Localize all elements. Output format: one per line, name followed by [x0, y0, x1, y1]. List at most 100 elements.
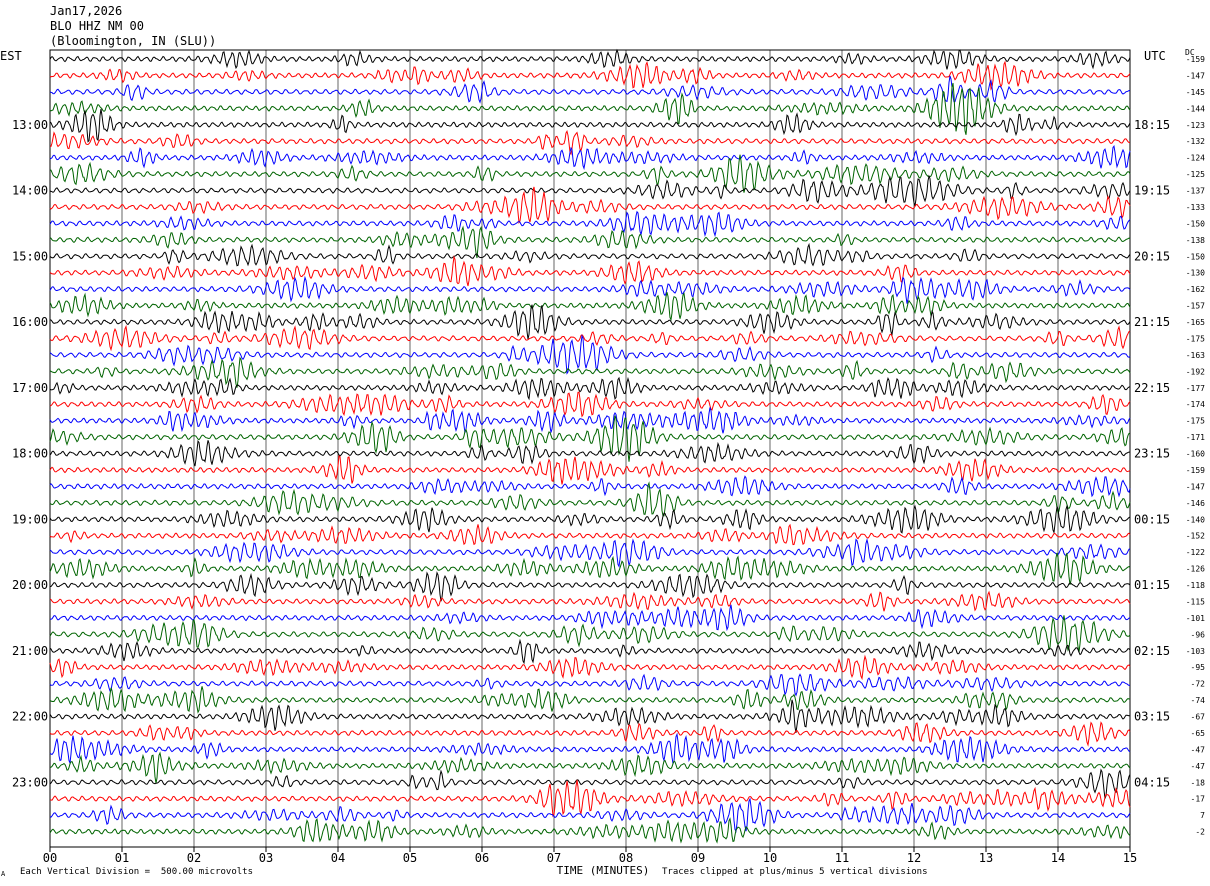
est-hour-label: 20:00	[12, 578, 48, 592]
trace-31	[49, 537, 1131, 568]
x-tick-label: 00	[43, 851, 57, 865]
x-axis-title: TIME (MINUTES)	[557, 864, 650, 877]
dc-offset-label: -67	[1191, 713, 1206, 722]
trace-13	[49, 242, 1131, 267]
dc-offset-label: -133	[1186, 203, 1205, 212]
location-label: (Bloomington, IN (SLU))	[50, 34, 217, 48]
plot-frame	[49, 49, 1131, 848]
trace-18	[49, 324, 1131, 352]
trace-6	[50, 129, 1131, 156]
dc-offset-label: -118	[1186, 581, 1205, 590]
dc-offset-label: -65	[1191, 729, 1206, 738]
x-tick-label: 06	[475, 851, 489, 865]
utc-axis-label: UTC	[1144, 49, 1166, 63]
dc-offset-label: -47	[1191, 762, 1206, 771]
utc-hour-label: 02:15	[1134, 644, 1170, 658]
dc-offset-label: -144	[1186, 104, 1205, 113]
trace-28	[49, 481, 1131, 517]
x-tick-label: 01	[115, 851, 129, 865]
trace-17	[49, 304, 1131, 340]
dc-offset-label: -103	[1186, 647, 1205, 656]
trace-30	[49, 523, 1131, 546]
utc-hour-label: 23:15	[1134, 447, 1170, 461]
dc-offset-label: -132	[1186, 137, 1205, 146]
dc-offset-label: -101	[1186, 614, 1205, 623]
utc-hour-label: 18:15	[1134, 118, 1170, 132]
dc-offset-label: -130	[1186, 269, 1205, 278]
x-tick-label: 09	[691, 851, 705, 865]
dc-offset-label: -192	[1186, 367, 1205, 376]
x-tick-label: 14	[1051, 851, 1065, 865]
est-hour-label: 16:00	[12, 315, 48, 329]
dc-offset-label: -2	[1195, 828, 1205, 837]
trace-45	[49, 768, 1131, 799]
trace-25	[49, 439, 1131, 467]
x-tick-label: 07	[547, 851, 561, 865]
utc-hour-label: 01:15	[1134, 578, 1170, 592]
trace-48	[49, 817, 1131, 844]
dc-offset-label: -147	[1186, 71, 1205, 80]
trace-14	[49, 255, 1131, 287]
trace-43	[49, 732, 1131, 766]
est-hour-label: 22:00	[12, 710, 48, 724]
utc-hour-label: 22:15	[1134, 381, 1170, 395]
dc-offset-label: -145	[1186, 88, 1205, 97]
trace-21	[49, 376, 1131, 401]
dc-offset-label: -152	[1186, 532, 1205, 541]
trace-33	[50, 571, 1131, 602]
est-hour-label: 13:00	[12, 118, 48, 132]
x-tick-label: 03	[259, 851, 273, 865]
utc-hour-label: 04:15	[1134, 775, 1170, 789]
trace-3	[49, 75, 1131, 104]
trace-32	[49, 552, 1131, 585]
dc-offset-label: -124	[1186, 154, 1205, 163]
trace-20	[49, 356, 1131, 388]
utc-hour-label: 00:15	[1134, 512, 1170, 526]
dc-offset-label: -162	[1186, 285, 1205, 294]
dc-offset-label: -47	[1191, 745, 1206, 754]
dc-offset-label: -160	[1186, 450, 1205, 459]
x-tick-label: 05	[403, 851, 417, 865]
trace-16	[49, 292, 1131, 322]
dc-offset-label: -165	[1186, 318, 1205, 327]
trace-2	[49, 60, 1131, 91]
trace-9	[49, 174, 1131, 207]
trace-24	[49, 415, 1131, 462]
trace-44	[50, 751, 1131, 784]
est-hour-label: 14:00	[12, 184, 48, 198]
dc-offset-label: -125	[1186, 170, 1205, 179]
est-hour-label: 15:00	[12, 249, 48, 263]
dc-offset-label: 7	[1200, 811, 1205, 820]
trace-29	[49, 504, 1131, 535]
trace-27	[49, 475, 1131, 498]
dc-offset-label: -171	[1186, 433, 1205, 442]
dc-offset-label: -138	[1186, 236, 1205, 245]
dc-offset-label: -175	[1186, 334, 1205, 343]
dc-offset-label: -177	[1186, 384, 1205, 393]
x-tick-label: 08	[619, 851, 633, 865]
dc-offset-label: -174	[1186, 400, 1205, 409]
utc-hour-label: 19:15	[1134, 184, 1170, 198]
corner-mark: A	[1, 870, 6, 878]
utc-hour-label: 20:15	[1134, 249, 1170, 263]
trace-36	[49, 615, 1131, 653]
dc-offset-label: -96	[1191, 630, 1206, 639]
date-label: Jan17,2026	[50, 4, 123, 18]
est-hour-label: 21:00	[12, 644, 48, 658]
trace-4	[49, 82, 1131, 135]
x-tick-label: 15	[1123, 851, 1137, 865]
dc-offset-label: -150	[1186, 219, 1205, 228]
trace-15	[49, 275, 1131, 304]
trace-11	[49, 210, 1131, 238]
est-axis-label: EST	[0, 49, 22, 63]
trace-12	[49, 225, 1131, 259]
dc-offset-label: -150	[1186, 252, 1205, 261]
trace-41	[49, 699, 1131, 733]
est-hour-label: 23:00	[12, 775, 48, 789]
trace-46	[49, 779, 1131, 818]
trace-7	[49, 144, 1131, 171]
x-tick-label: 04	[331, 851, 345, 865]
trace-34	[49, 590, 1131, 612]
trace-35	[50, 604, 1131, 632]
